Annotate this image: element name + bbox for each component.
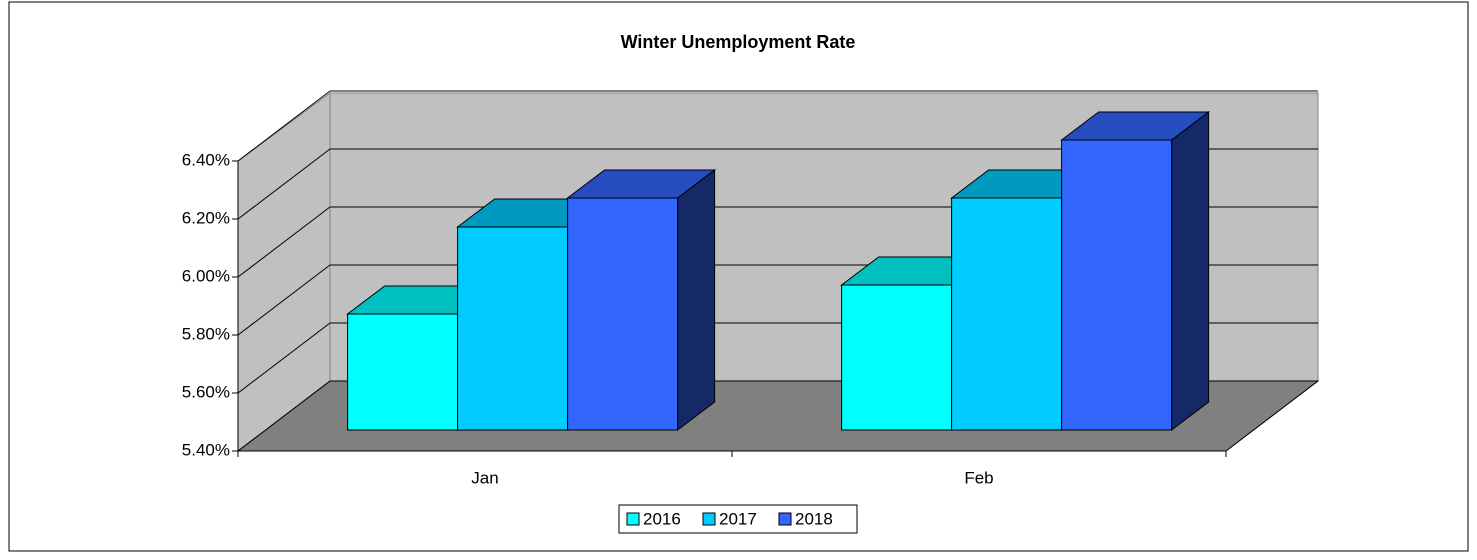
floor-edge: [1225, 380, 1319, 452]
grid-line: [237, 264, 331, 336]
grid-line: [237, 380, 331, 452]
bar: [951, 197, 1063, 431]
x-tick-label: Feb: [964, 468, 993, 487]
bar-side: [1171, 110, 1210, 432]
bar: [841, 284, 953, 431]
legend-box: [618, 504, 858, 534]
bar-side: [677, 168, 716, 432]
grid-line: [237, 206, 331, 278]
legend-swatch: [702, 512, 716, 526]
bar: [567, 197, 679, 431]
y-tick-label: 6.00%: [182, 266, 230, 285]
grid-line: [237, 90, 331, 162]
legend-label: 2017: [719, 509, 757, 528]
legend-label: 2016: [643, 509, 681, 528]
y-tick-label: 6.40%: [182, 150, 230, 169]
y-tick-label: 5.60%: [182, 382, 230, 401]
grid-line: [237, 322, 331, 394]
y-tick-label: 6.20%: [182, 208, 230, 227]
x-tick-label: Jan: [471, 468, 498, 487]
grid-line: [237, 148, 331, 220]
bar: [347, 313, 459, 431]
y-tick-label: 5.80%: [182, 324, 230, 343]
legend-swatch: [778, 512, 792, 526]
chart-title: Winter Unemployment Rate: [621, 32, 856, 52]
bar: [457, 226, 569, 431]
y-tick-label: 5.40%: [182, 440, 230, 459]
legend-swatch: [626, 512, 640, 526]
bar: [1061, 139, 1173, 431]
legend-label: 2018: [795, 509, 833, 528]
